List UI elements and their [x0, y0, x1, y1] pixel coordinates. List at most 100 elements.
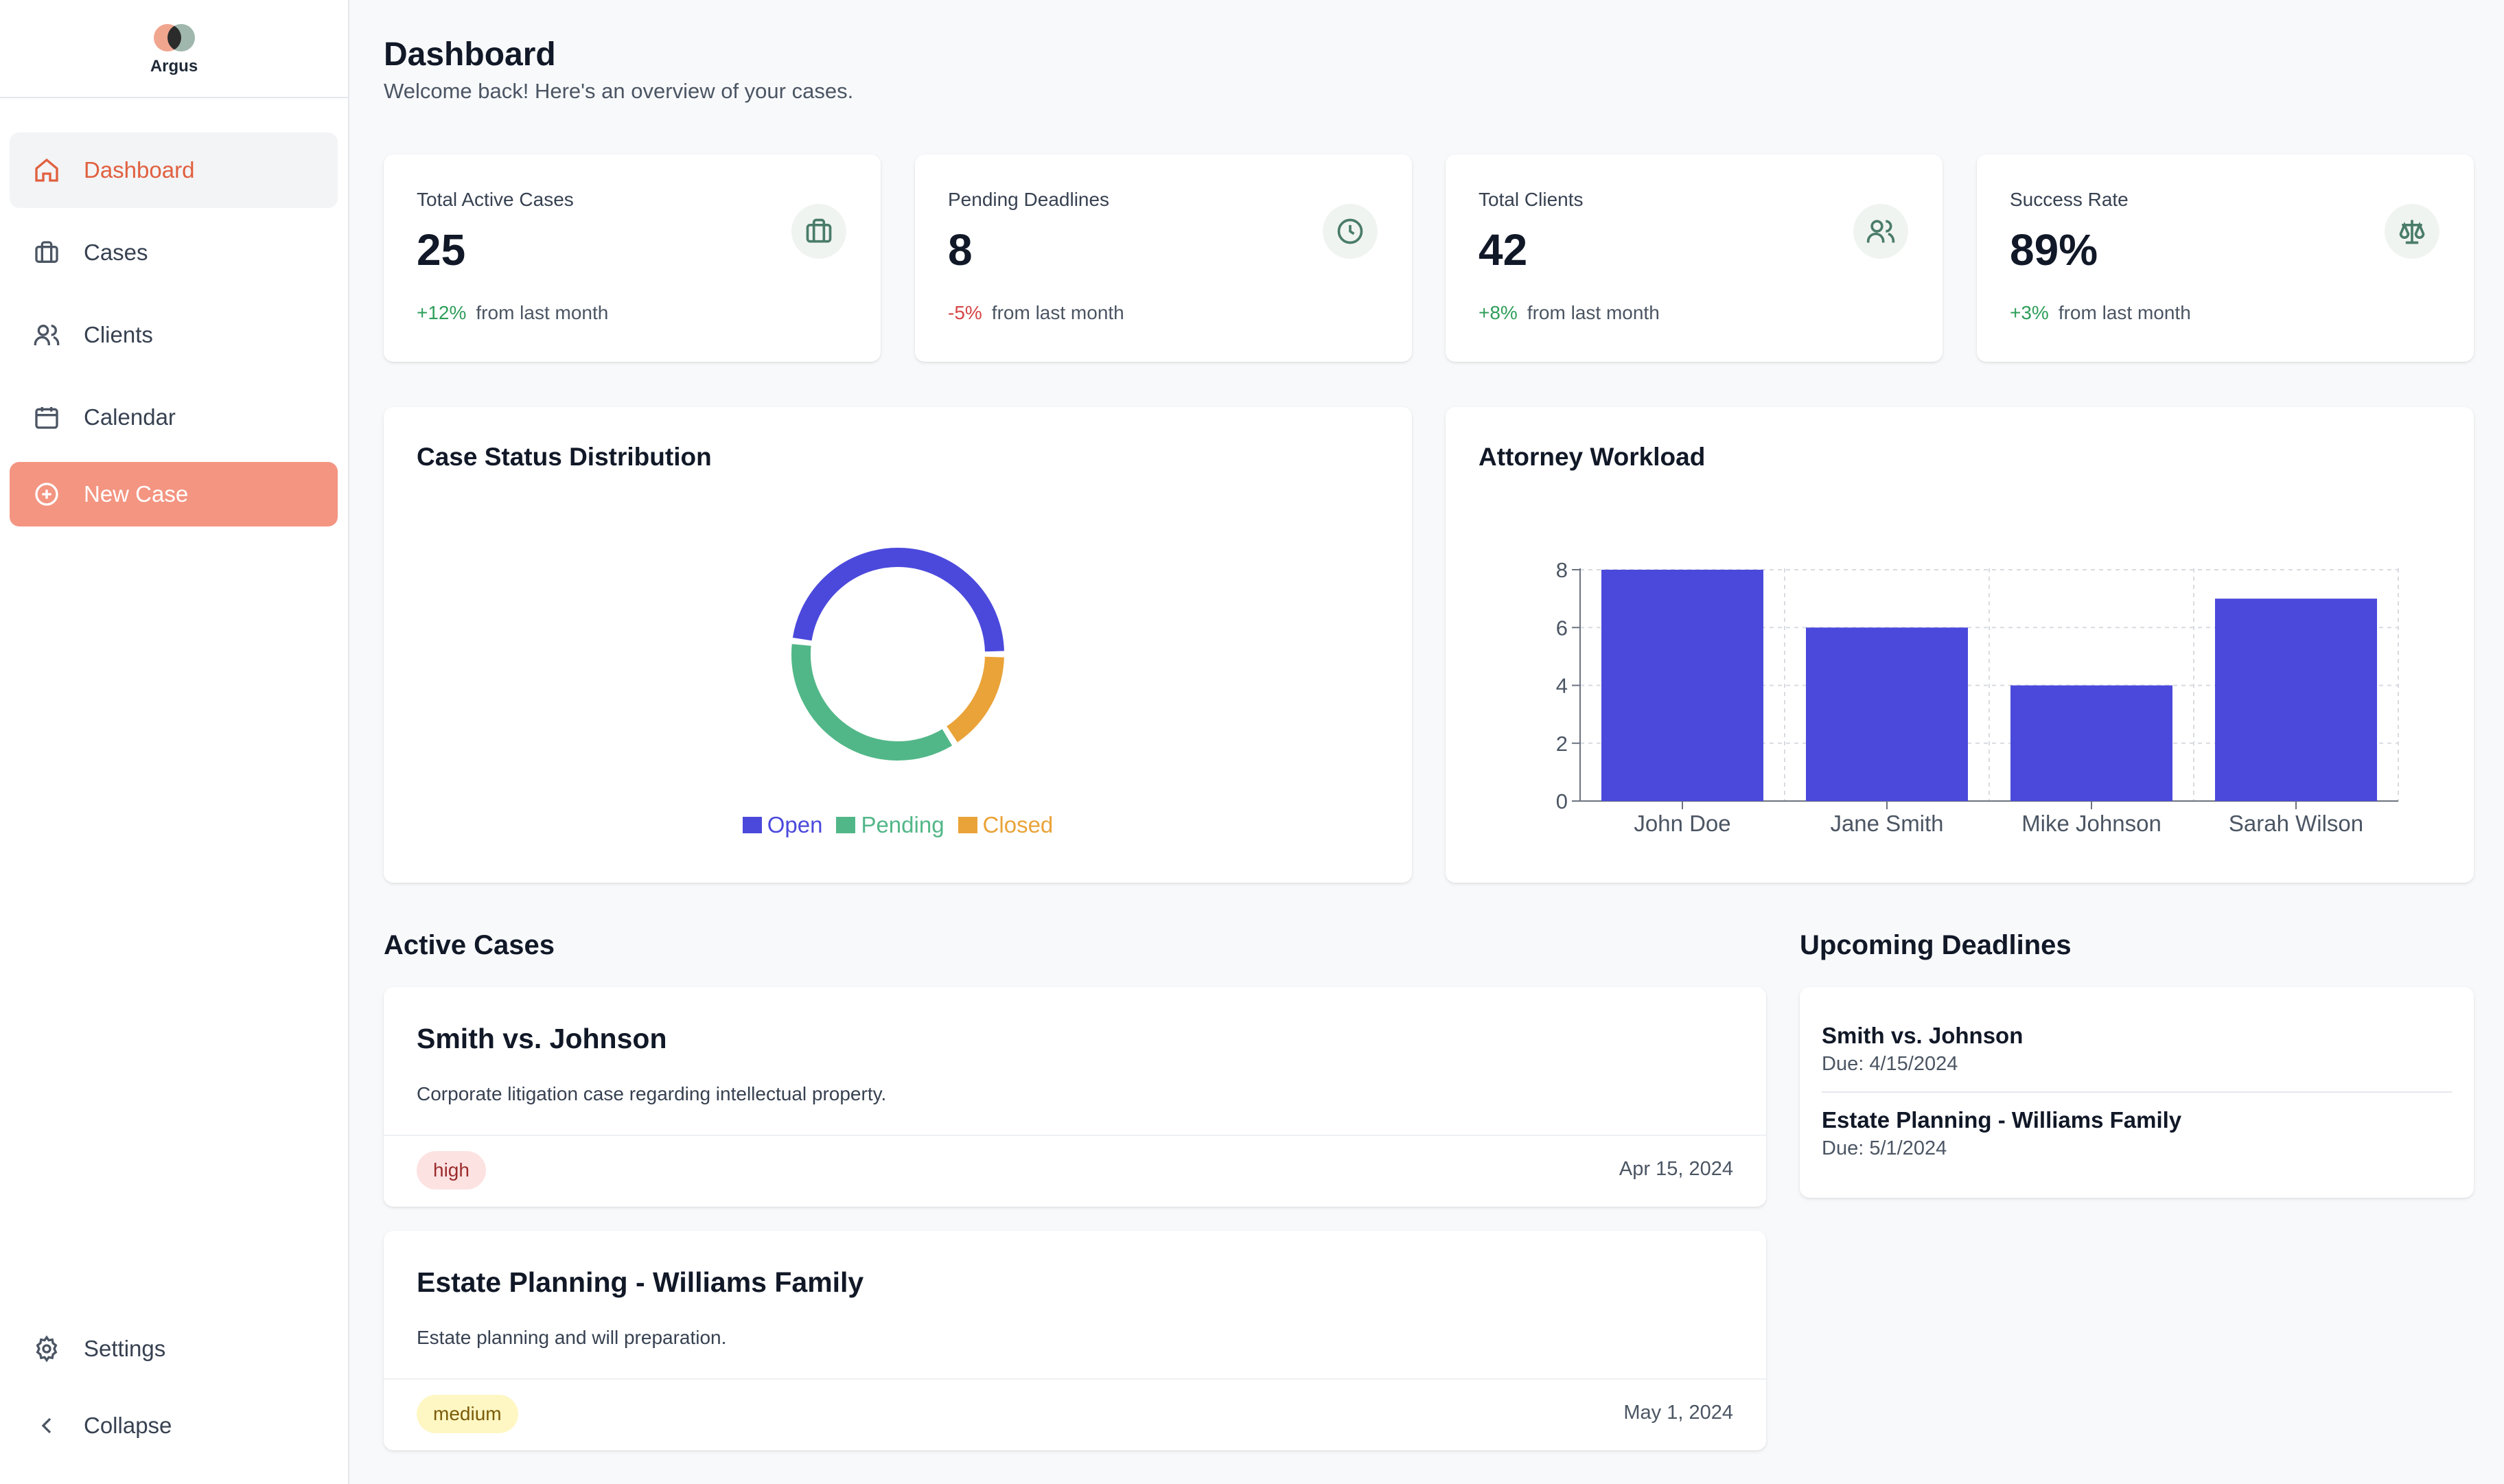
priority-badge: medium: [417, 1395, 518, 1433]
stat-change-suffix: from last month: [476, 302, 609, 323]
y-tick-label: 8: [1556, 558, 1568, 582]
stat-change-value: +3%: [2010, 302, 2049, 323]
clock-icon: [1337, 218, 1363, 244]
donut-slice-closed[interactable]: [946, 656, 1004, 743]
sidebar-item-calendar[interactable]: Calendar: [10, 380, 338, 455]
active-cases-heading: Active Cases: [384, 930, 555, 960]
attorney-workload-bar-chart: 0 2 4 6 8 John Doe Jane Smith Mike Johnson Sarah…: [1556, 558, 2399, 836]
stat-label: Success Rate: [2010, 189, 2129, 210]
legend-swatch: [836, 817, 856, 833]
legend-swatch: [958, 817, 977, 833]
collapse-button[interactable]: Collapse: [10, 1388, 338, 1463]
case-title: Estate Planning - Williams Family: [417, 1266, 864, 1298]
stat-value: 89%: [2010, 225, 2098, 275]
sidebar-item-label: Settings: [84, 1336, 166, 1361]
stat-card-success-rate: Success Rate 89% +3% from last month: [1977, 154, 2474, 362]
y-tick-label: 4: [1556, 674, 1568, 698]
stat-change-value: +12%: [417, 302, 467, 323]
case-description: Estate planning and will preparation.: [417, 1327, 727, 1348]
stat-change-suffix: from last month: [991, 302, 1124, 323]
gear-icon: [36, 1335, 58, 1363]
sidebar-item-clients[interactable]: Clients: [10, 297, 338, 373]
case-date: May 1, 2024: [1623, 1402, 1733, 1424]
divider: [1822, 1091, 2452, 1093]
scale-icon: [2399, 220, 2425, 244]
upcoming-deadlines-card: Smith vs. Johnson Due: 4/15/2024 Estate …: [1800, 987, 2474, 1198]
stat-label: Total Active Cases: [417, 189, 574, 210]
stat-change-suffix: from last month: [1527, 302, 1660, 323]
stat-card-active-cases: Total Active Cases 25 +12% from last mont…: [384, 154, 881, 362]
case-date: Apr 15, 2024: [1619, 1158, 1733, 1180]
legend-item-pending[interactable]: Pending: [836, 812, 944, 838]
stat-change-value: -5%: [948, 302, 982, 323]
stat-change: -5% from last month: [948, 302, 1124, 324]
legend-item-closed[interactable]: Closed: [958, 812, 1054, 838]
y-tick-label: 0: [1556, 789, 1568, 813]
priority-badge: high: [417, 1151, 486, 1190]
new-case-button[interactable]: New Case: [10, 462, 338, 526]
bar-jane-smith[interactable]: [1806, 627, 1968, 801]
donut-slice-pending[interactable]: [791, 644, 953, 761]
calendar-icon: [35, 407, 58, 429]
legend-label: Closed: [982, 812, 1054, 837]
attorney-workload-chart-card: Attorney Workload 0 2 4 6 8 John Doe Jane Smit…: [1446, 407, 2474, 883]
deadline-item[interactable]: Smith vs. Johnson Due: 4/15/2024: [1822, 1023, 2452, 1076]
bar-john-doe[interactable]: [1601, 570, 1763, 801]
sidebar-item-cases[interactable]: Cases: [10, 215, 338, 290]
sidebar-item-label: Calendar: [84, 404, 176, 430]
stat-label: Pending Deadlines: [948, 189, 1110, 210]
sidebar-item-settings[interactable]: Settings: [10, 1311, 338, 1387]
stat-value: 25: [417, 225, 466, 275]
case-card[interactable]: Estate Planning - Williams Family Estate…: [384, 1231, 1766, 1450]
case-status-chart-card: Case Status Distribution Open Pending Cl…: [384, 407, 1412, 883]
case-title: Smith vs. Johnson: [417, 1023, 667, 1054]
case-status-donut-chart: [791, 548, 1004, 761]
brand-name: Argus: [150, 56, 198, 76]
case-footer: medium May 1, 2024: [384, 1378, 1766, 1450]
case-card[interactable]: Smith vs. Johnson Corporate litigation c…: [384, 987, 1766, 1207]
sidebar-item-label: Collapse: [84, 1413, 172, 1438]
upcoming-deadlines-heading: Upcoming Deadlines: [1800, 930, 2072, 960]
users-icon: [1866, 220, 1895, 243]
stat-change-value: +8%: [1479, 302, 1518, 323]
stat-card-pending-deadlines: Pending Deadlines 8 -5% from last month: [915, 154, 1412, 362]
donut-slice-open[interactable]: [792, 548, 1004, 652]
stat-icon-wrapper: [1323, 204, 1378, 259]
y-tick-label: 2: [1556, 732, 1568, 756]
bar-sarah-wilson[interactable]: [2215, 599, 2377, 801]
stat-card-total-clients: Total Clients 42 +8% from last month: [1446, 154, 1943, 362]
new-case-label: New Case: [84, 481, 189, 507]
sidebar-nav: Dashboard Cases Clients Calendar New Cas…: [10, 132, 338, 533]
stat-icon-wrapper: [2385, 204, 2439, 259]
stat-change: +8% from last month: [1479, 302, 1660, 324]
sidebar-item-label: Cases: [84, 240, 148, 265]
x-tick-label: Jane Smith: [1830, 811, 1943, 836]
stat-icon-wrapper: [791, 204, 846, 259]
x-tick-label: Mike Johnson: [2021, 811, 2161, 836]
legend-item-open[interactable]: Open: [742, 812, 823, 838]
stat-change: +12% from last month: [417, 302, 608, 324]
briefcase-icon: [35, 241, 58, 263]
brand[interactable]: Argus: [0, 0, 348, 98]
stat-label: Total Clients: [1479, 189, 1584, 210]
sidebar: Argus Dashboard Cases Clients Calendar N…: [0, 0, 349, 1484]
page-subtitle: Welcome back! Here's an overview of your…: [384, 79, 854, 103]
case-description: Corporate litigation case regarding inte…: [417, 1083, 887, 1104]
plus-circle-icon: [35, 483, 58, 506]
users-icon: [34, 325, 60, 345]
deadline-title: Smith vs. Johnson: [1822, 1023, 2024, 1048]
sidebar-bottom: Settings Collapse: [10, 1311, 338, 1465]
legend-label: Pending: [861, 812, 944, 837]
stat-icon-wrapper: [1853, 204, 1908, 259]
x-tick-label: John Doe: [1634, 811, 1730, 836]
deadline-item[interactable]: Estate Planning - Williams Family Due: 5…: [1822, 1107, 2452, 1160]
x-tick-label: Sarah Wilson: [2229, 811, 2363, 836]
deadline-due: Due: 5/1/2024: [1822, 1137, 1947, 1159]
stat-change-suffix: from last month: [2058, 302, 2191, 323]
stat-value: 8: [948, 225, 973, 275]
legend-label: Open: [767, 812, 823, 837]
bar-mike-johnson[interactable]: [2010, 685, 2172, 802]
sidebar-item-dashboard[interactable]: Dashboard: [10, 132, 338, 208]
legend-swatch: [742, 817, 762, 833]
briefcase-icon: [806, 218, 832, 243]
